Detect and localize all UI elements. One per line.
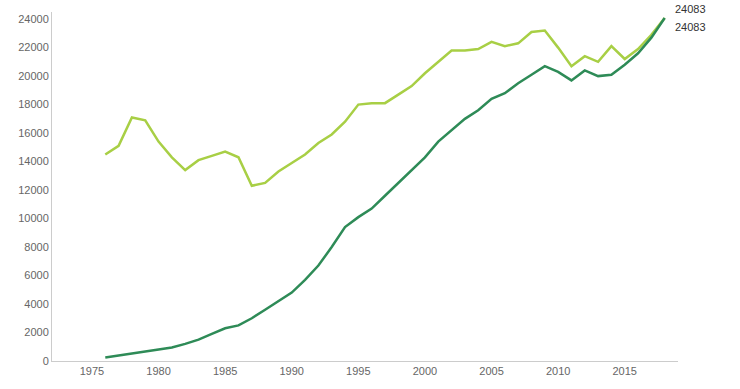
svg-text:1990: 1990: [279, 365, 303, 377]
svg-text:6000: 6000: [24, 269, 48, 281]
svg-text:1995: 1995: [346, 365, 370, 377]
svg-text:2015: 2015: [612, 365, 636, 377]
svg-text:2000: 2000: [413, 365, 437, 377]
svg-text:22000: 22000: [18, 41, 49, 53]
svg-text:18000: 18000: [18, 98, 49, 110]
svg-text:1975: 1975: [80, 365, 104, 377]
svg-text:0: 0: [43, 355, 49, 367]
svg-text:2010: 2010: [546, 365, 570, 377]
svg-text:12000: 12000: [18, 184, 49, 196]
svg-text:24083: 24083: [675, 21, 706, 33]
svg-text:2005: 2005: [479, 365, 503, 377]
svg-text:24000: 24000: [18, 13, 49, 25]
svg-text:4000: 4000: [24, 298, 48, 310]
svg-text:14000: 14000: [18, 155, 49, 167]
svg-text:16000: 16000: [18, 127, 49, 139]
svg-text:1985: 1985: [213, 365, 237, 377]
svg-text:2000: 2000: [24, 326, 48, 338]
svg-text:8000: 8000: [24, 241, 48, 253]
svg-text:1980: 1980: [146, 365, 170, 377]
svg-text:10000: 10000: [18, 212, 49, 224]
svg-text:20000: 20000: [18, 70, 49, 82]
svg-text:24083: 24083: [675, 3, 706, 15]
